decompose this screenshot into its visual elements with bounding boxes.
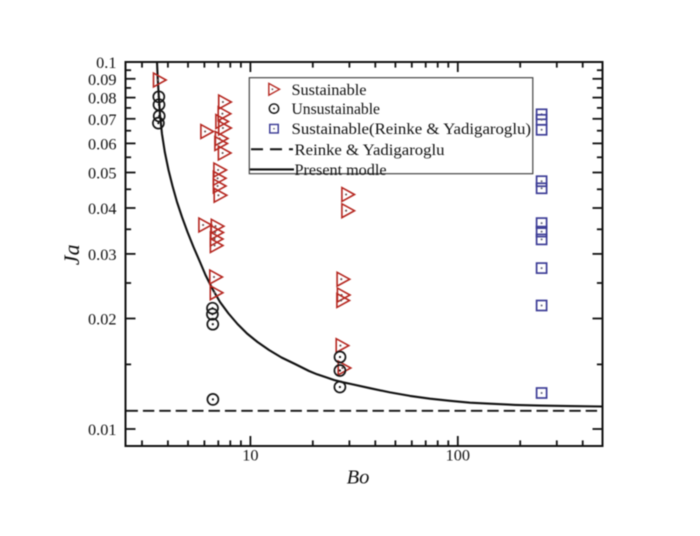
svg-text:Sustainable(Reinke & Yadigarog: Sustainable(Reinke & Yadigaroglu): [292, 121, 532, 138]
svg-text:0.05: 0.05: [88, 164, 117, 183]
svg-text:0.03: 0.03: [88, 245, 117, 264]
svg-text:0.06: 0.06: [88, 134, 117, 153]
svg-text:Unsustainable: Unsustainable: [292, 101, 381, 118]
svg-text:Bo: Bo: [347, 467, 370, 489]
svg-text:100: 100: [446, 445, 470, 464]
svg-text:0.01: 0.01: [88, 420, 117, 439]
svg-text:Ja: Ja: [59, 244, 84, 265]
svg-text:10: 10: [242, 445, 258, 464]
svg-text:0.1: 0.1: [96, 53, 116, 72]
svg-text:0.09: 0.09: [88, 70, 117, 89]
svg-text:0.02: 0.02: [88, 310, 117, 329]
svg-text:Reinke & Yadigaroglu: Reinke & Yadigaroglu: [295, 142, 445, 159]
svg-text:0.08: 0.08: [88, 89, 117, 108]
svg-text:Present modle: Present modle: [295, 162, 387, 179]
svg-text:0.07: 0.07: [88, 110, 117, 129]
svg-text:0.04: 0.04: [88, 199, 117, 218]
svg-text:Sustainable: Sustainable: [292, 82, 367, 99]
